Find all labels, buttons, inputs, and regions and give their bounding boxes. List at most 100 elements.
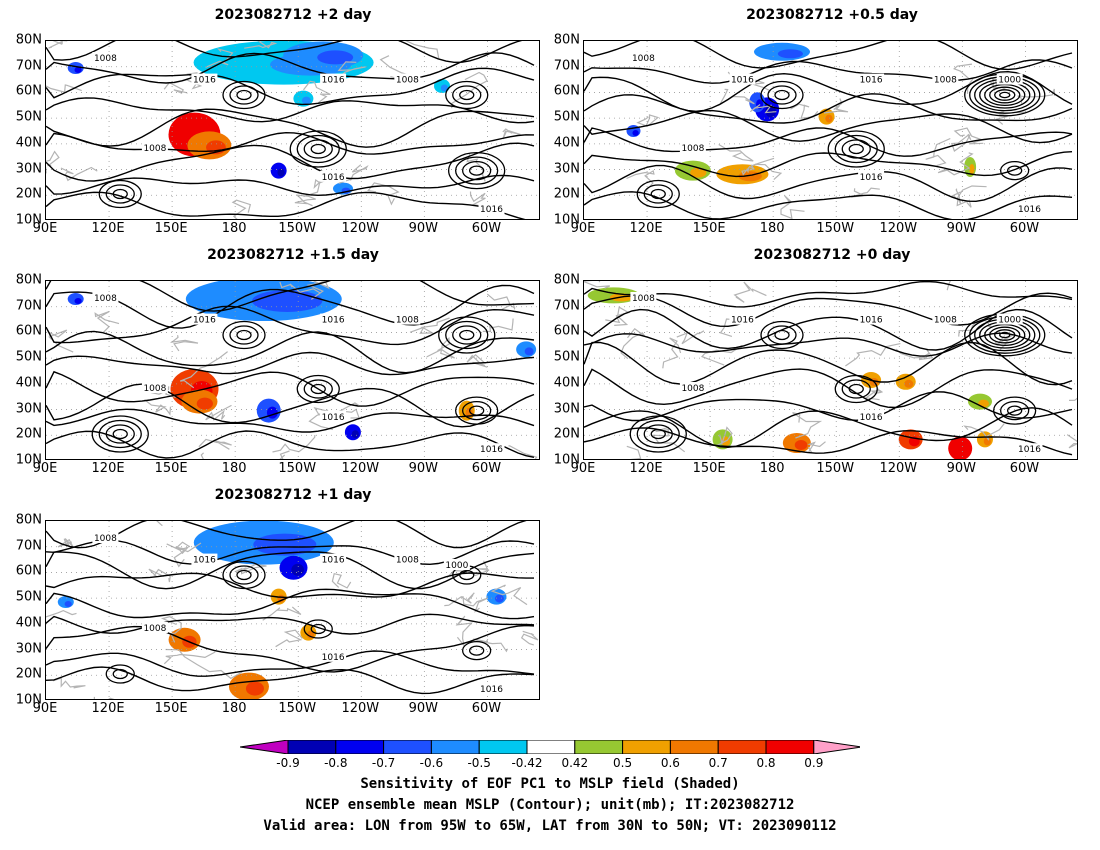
mslp-contour	[452, 85, 482, 105]
coastline	[749, 104, 777, 114]
mslp-contour	[46, 370, 535, 407]
contour-label: 1008	[934, 76, 957, 86]
longitude-label: 120W	[341, 701, 380, 716]
mslp-contour	[834, 134, 878, 164]
coastline	[337, 61, 366, 80]
mslp-contour	[584, 191, 1073, 219]
sensitivity-shade	[245, 681, 264, 696]
mslp-contour	[310, 623, 326, 635]
mslp-contour	[452, 325, 482, 345]
mslp-contour	[584, 427, 1073, 456]
contour-label-bg	[320, 410, 347, 422]
contour-label-bg	[679, 382, 706, 393]
coastline	[165, 648, 243, 680]
panel-title: 2023082712 +1 day	[214, 487, 372, 503]
colorbar-tick-label: 0.9	[804, 756, 824, 770]
latitude-label: 40N	[15, 135, 42, 151]
mslp-contour	[999, 400, 1030, 421]
mslp-contour	[438, 316, 496, 354]
mslp-contour	[229, 565, 259, 585]
mslp-contour	[643, 424, 673, 444]
caption-line-2: NCEP ensemble mean MSLP (Contour); unit(…	[305, 797, 795, 813]
latitude-label: 50N	[15, 589, 42, 605]
mslp-contour	[584, 368, 1073, 409]
coastline	[466, 354, 488, 368]
coastline	[482, 318, 514, 333]
mslp-contour	[46, 131, 535, 155]
contour-label: 1008	[681, 144, 704, 154]
colorbar-tick-label: -0.9	[276, 756, 300, 770]
longitude-label: 90W	[946, 461, 977, 476]
mslp-contour	[112, 428, 128, 440]
sensitivity-shade	[465, 407, 473, 418]
contour-label-bg	[320, 73, 347, 85]
map-plot: 1008 1016 1016 1008 1008 1016 1016	[45, 40, 540, 220]
contour-label: 1008	[681, 384, 704, 394]
contour-label-bg	[320, 650, 347, 662]
coastline	[303, 176, 334, 198]
longitude-label: 60W	[1009, 461, 1040, 476]
coastline	[169, 335, 199, 352]
mslp-contour	[774, 89, 790, 101]
coastline	[584, 281, 611, 289]
mslp-contour	[98, 179, 142, 209]
colorbar-swatch	[526, 740, 576, 754]
mslp-contour	[468, 645, 485, 656]
coastline	[231, 199, 252, 219]
coastline	[367, 182, 400, 206]
contour-label: 1008	[934, 316, 957, 326]
coastline	[200, 452, 205, 459]
coastline	[279, 450, 290, 459]
longitude-label: 150E	[154, 461, 188, 476]
mslp-contour	[989, 86, 1021, 104]
coastline	[718, 143, 754, 162]
mslp-contour	[848, 383, 864, 395]
longitude-label: 120E	[629, 221, 663, 236]
coastline	[144, 399, 172, 416]
longitude-label: 90W	[408, 461, 439, 476]
coastline	[750, 157, 783, 181]
latitude-label: 50N	[553, 349, 580, 365]
mslp-contour	[236, 89, 252, 101]
coastline	[636, 114, 660, 127]
coastline	[60, 166, 98, 182]
contour-label-bg	[141, 142, 168, 153]
mslp-contour	[105, 424, 135, 444]
contour-label-bg	[92, 292, 119, 303]
contour-label-bg	[320, 313, 347, 325]
mslp-contour	[222, 320, 266, 350]
contour-label: 1016	[322, 556, 345, 566]
coastline	[1066, 434, 1077, 449]
longitude-label: 90E	[32, 221, 58, 236]
sensitivity-shade	[291, 563, 304, 576]
contour-label: 1016	[860, 76, 883, 86]
mslp-contour	[584, 391, 1073, 422]
sensitivity-shade	[266, 406, 278, 419]
latitude-label: 30N	[553, 401, 580, 417]
mslp-contour	[767, 85, 797, 105]
mslp-contour	[584, 70, 1073, 113]
coastline	[864, 388, 883, 401]
coastline	[733, 281, 767, 303]
mslp-contour	[629, 415, 687, 453]
contour-label-bg	[858, 73, 885, 85]
contour-label: 1016	[860, 316, 883, 326]
mslp-contour	[289, 130, 347, 168]
latitude-label: 10N	[15, 692, 42, 708]
coastline	[466, 153, 486, 182]
mslp-contour	[46, 284, 535, 329]
contour-label: 1008	[143, 144, 166, 154]
coastline	[508, 445, 538, 459]
mslp-contour	[454, 396, 499, 425]
latitude-label: 30N	[553, 161, 580, 177]
longitude-label: 60W	[471, 701, 502, 716]
colorbar-tick-label: -0.8	[324, 756, 348, 770]
contour-label: 1000	[445, 561, 468, 571]
latitude-label: 30N	[15, 161, 42, 177]
mslp-contour	[760, 320, 804, 350]
colorbar-swatch	[622, 740, 671, 754]
mslp-contour	[584, 109, 1073, 144]
colorbar-tick-label: 0.7	[708, 756, 728, 770]
sensitivity-shade	[301, 96, 311, 105]
contour-label-bg	[858, 313, 885, 325]
